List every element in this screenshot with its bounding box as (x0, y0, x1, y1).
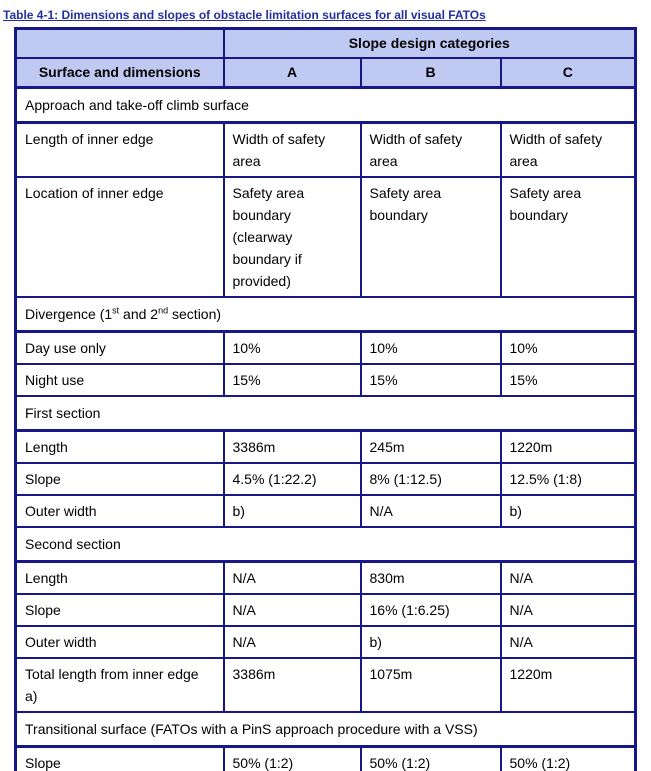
row-label: Length of inner edge (14, 121, 225, 178)
value-cell: b) (359, 625, 502, 659)
section-label: Divergence (1st and 2nd section) (14, 296, 637, 333)
table-row: Day use only 10% 10% 10% (14, 330, 637, 365)
table-row: Location of inner edge Safety area bounda… (14, 176, 637, 298)
header-category-c: C (499, 56, 637, 89)
value-cell: N/A (222, 625, 362, 659)
row-label: Slope (14, 745, 225, 771)
value-cell: Safety area boundary (clearway boundary … (222, 176, 362, 298)
row-label: Night use (14, 363, 225, 397)
section-label-part: section) (168, 306, 222, 322)
value-cell: 10% (222, 330, 362, 365)
value-cell: 1220m (499, 429, 637, 464)
value-cell: Width of safety area (499, 121, 637, 178)
value-cell: 10% (499, 330, 637, 365)
row-label: Total length from inner edge a) (14, 657, 225, 713)
row-label: Slope (14, 593, 225, 627)
table-row: Outer width b) N/A b) (14, 494, 637, 528)
value-cell: 8% (1:12.5) (359, 462, 502, 496)
value-cell: 10% (359, 330, 502, 365)
value-cell: 4.5% (1:22.2) (222, 462, 362, 496)
header-surface-and-dimensions: Surface and dimensions (14, 56, 225, 89)
section-label-superscript: nd (158, 305, 169, 316)
header-category-a: A (222, 56, 362, 89)
table-row: Night use 15% 15% 15% (14, 363, 637, 397)
value-cell: N/A (499, 560, 637, 595)
value-cell: 3386m (222, 657, 362, 713)
table-body: Approach and take-off climb surface Lengt… (14, 86, 637, 771)
row-label: Day use only (14, 330, 225, 365)
table-row: Length 3386m 245m 1220m (14, 429, 637, 464)
table-row: Length of inner edge Width of safety area… (14, 121, 637, 178)
value-cell: 15% (499, 363, 637, 397)
table-row: Total length from inner edge a) 3386m 1075… (14, 657, 637, 713)
value-cell: Safety area boundary (499, 176, 637, 298)
value-cell: Safety area boundary (359, 176, 502, 298)
section-row: Transitional surface (FATOs with a PinS … (14, 711, 637, 748)
value-cell: b) (222, 494, 362, 528)
table-row: Slope 50% (1:2) 50% (1:2) 50% (1:2) (14, 745, 637, 771)
section-label: Approach and take-off climb surface (14, 86, 637, 124)
value-cell: b) (499, 494, 637, 528)
row-label: Location of inner edge (14, 176, 225, 298)
table-caption: Table 4-1: Dimensions and slopes of obst… (3, 8, 486, 22)
header-row-columns: Surface and dimensions A B C (14, 56, 637, 89)
table-row: Length N/A 830m N/A (14, 560, 637, 595)
section-label-superscript: st (112, 305, 120, 316)
section-row: Second section (14, 526, 637, 563)
value-cell: Width of safety area (359, 121, 502, 178)
header-row-top: Slope design categories (14, 27, 637, 59)
table-row: Outer width N/A b) N/A (14, 625, 637, 659)
value-cell: 50% (1:2) (222, 745, 362, 771)
row-label: Length (14, 429, 225, 464)
value-cell: 16% (1:6.25) (359, 593, 502, 627)
row-label: Length (14, 560, 225, 595)
value-cell: 15% (222, 363, 362, 397)
section-label-part: and 2 (119, 306, 159, 322)
value-cell: 50% (1:2) (359, 745, 502, 771)
header-empty-cell (14, 27, 225, 59)
row-label: Outer width (14, 625, 225, 659)
header-slope-design-categories: Slope design categories (222, 27, 637, 59)
section-label: First section (14, 395, 637, 432)
table-row: Slope 4.5% (1:22.2) 8% (1:12.5) 12.5% (1:8) (14, 462, 637, 496)
value-cell: 15% (359, 363, 502, 397)
value-cell: 12.5% (1:8) (499, 462, 637, 496)
row-label: Outer width (14, 494, 225, 528)
fato-obstacle-limitation-table: Slope design categories Surface and dime… (14, 27, 637, 771)
header-category-b: B (359, 56, 502, 89)
value-cell: 3386m (222, 429, 362, 464)
section-label: Transitional surface (FATOs with a PinS … (14, 711, 637, 748)
table-header: Slope design categories Surface and dime… (14, 27, 637, 89)
value-cell: N/A (222, 560, 362, 595)
value-cell: 50% (1:2) (499, 745, 637, 771)
table-row: Slope N/A 16% (1:6.25) N/A (14, 593, 637, 627)
value-cell: N/A (359, 494, 502, 528)
value-cell: Width of safety area (222, 121, 362, 178)
value-cell: N/A (499, 593, 637, 627)
section-row: Approach and take-off climb surface (14, 86, 637, 124)
section-label: Second section (14, 526, 637, 563)
section-row: Divergence (1st and 2nd section) (14, 296, 637, 333)
section-label-part: Divergence (1 (25, 306, 113, 322)
value-cell: N/A (499, 625, 637, 659)
section-row: First section (14, 395, 637, 432)
value-cell: 830m (359, 560, 502, 595)
value-cell: N/A (222, 593, 362, 627)
value-cell: 1220m (499, 657, 637, 713)
row-label: Slope (14, 462, 225, 496)
value-cell: 1075m (359, 657, 502, 713)
value-cell: 245m (359, 429, 502, 464)
